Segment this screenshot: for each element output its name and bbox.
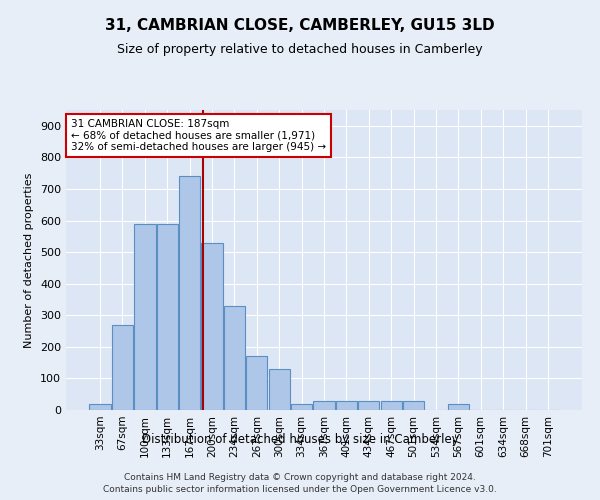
- Bar: [202, 242, 223, 410]
- Bar: [403, 400, 424, 410]
- Bar: [291, 404, 312, 410]
- Bar: [336, 400, 357, 410]
- Text: 31, CAMBRIAN CLOSE, CAMBERLEY, GU15 3LD: 31, CAMBRIAN CLOSE, CAMBERLEY, GU15 3LD: [105, 18, 495, 32]
- Bar: [157, 224, 178, 410]
- Bar: [380, 400, 402, 410]
- Text: 31 CAMBRIAN CLOSE: 187sqm
← 68% of detached houses are smaller (1,971)
32% of se: 31 CAMBRIAN CLOSE: 187sqm ← 68% of detac…: [71, 119, 326, 152]
- Bar: [269, 369, 290, 410]
- Y-axis label: Number of detached properties: Number of detached properties: [25, 172, 34, 348]
- Text: Contains public sector information licensed under the Open Government Licence v3: Contains public sector information licen…: [103, 485, 497, 494]
- Text: Contains HM Land Registry data © Crown copyright and database right 2024.: Contains HM Land Registry data © Crown c…: [124, 472, 476, 482]
- Text: Size of property relative to detached houses in Camberley: Size of property relative to detached ho…: [117, 42, 483, 56]
- Bar: [358, 400, 379, 410]
- Bar: [448, 404, 469, 410]
- Bar: [89, 404, 111, 410]
- Bar: [179, 176, 200, 410]
- Text: Distribution of detached houses by size in Camberley: Distribution of detached houses by size …: [142, 432, 458, 446]
- Bar: [246, 356, 268, 410]
- Bar: [313, 400, 335, 410]
- Bar: [112, 324, 133, 410]
- Bar: [224, 306, 245, 410]
- Bar: [134, 224, 155, 410]
